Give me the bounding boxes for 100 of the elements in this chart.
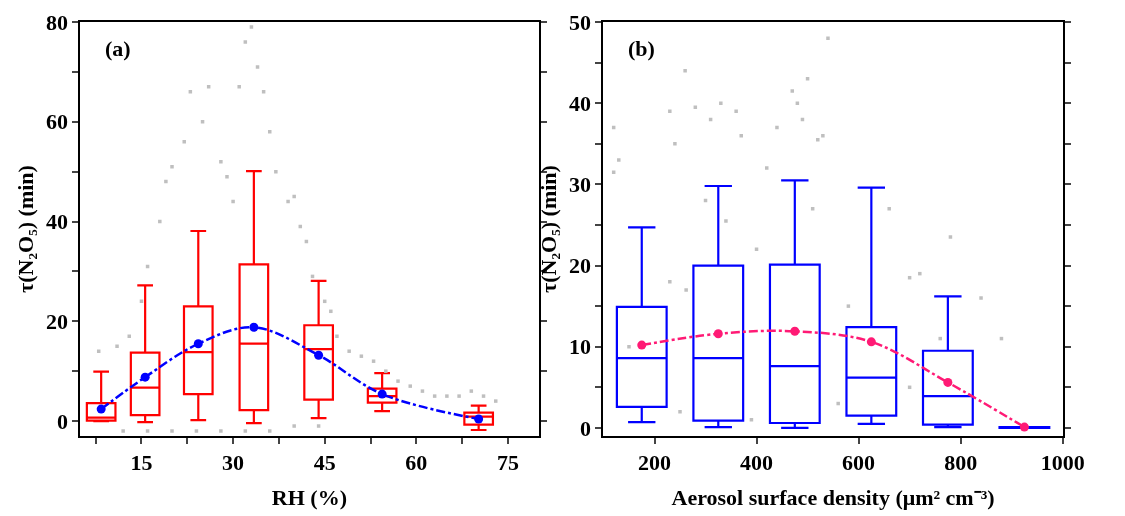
point	[268, 429, 272, 433]
point	[329, 309, 333, 314]
point	[790, 326, 800, 336]
point	[611, 170, 616, 174]
point	[170, 164, 174, 169]
point	[943, 377, 953, 387]
point	[1019, 422, 1029, 432]
point	[292, 194, 296, 199]
point	[292, 424, 296, 428]
y-tick-label: 80	[46, 9, 68, 35]
point	[121, 429, 125, 433]
point	[668, 280, 672, 284]
point	[836, 401, 840, 406]
point	[237, 85, 241, 89]
point	[158, 219, 162, 224]
point	[316, 424, 321, 428]
annotation: (a)	[105, 36, 131, 61]
x-tick-label: 75	[496, 450, 519, 476]
point	[140, 372, 150, 382]
point	[249, 25, 254, 29]
point	[938, 336, 942, 341]
point	[693, 105, 698, 109]
x-tick-label: 1000	[1040, 450, 1085, 476]
x-tick-label: 45	[313, 450, 336, 476]
point	[469, 389, 474, 393]
point	[371, 359, 376, 363]
point	[249, 322, 259, 332]
point	[979, 296, 983, 300]
point	[188, 90, 193, 94]
point	[219, 429, 223, 433]
x-axis-title: RH (%)	[271, 484, 348, 510]
point	[96, 349, 101, 353]
point	[668, 109, 672, 114]
point	[795, 101, 800, 105]
point	[314, 350, 324, 360]
point	[684, 288, 688, 292]
point	[115, 344, 119, 348]
x-tick-label: 800	[944, 450, 978, 476]
point	[219, 159, 223, 164]
y-axis-title: τ(N₂O₅) (min)	[536, 165, 562, 293]
point	[347, 349, 351, 353]
point	[805, 77, 810, 81]
x-tick-label: 30	[222, 450, 245, 476]
x-tick-label: 200	[638, 450, 671, 476]
point	[231, 199, 235, 204]
point	[359, 354, 364, 358]
point	[457, 394, 461, 398]
y-tick-label: 30	[569, 172, 592, 198]
point	[193, 339, 203, 349]
point	[255, 65, 260, 69]
point	[377, 389, 387, 399]
point	[948, 235, 953, 239]
point	[474, 414, 484, 424]
point	[887, 206, 891, 211]
point	[445, 394, 449, 398]
y-tick-label: 0	[580, 415, 592, 441]
point	[481, 394, 486, 398]
point	[170, 429, 174, 433]
point	[627, 344, 631, 349]
point	[724, 219, 728, 223]
point	[617, 158, 621, 162]
x-tick-label: 600	[842, 450, 876, 476]
annotation: (b)	[628, 36, 655, 61]
x-axis-title: Aerosol surface density (μm² cm⁻³)	[671, 484, 995, 510]
point	[243, 40, 248, 44]
point	[396, 379, 400, 383]
x-tick-label: 400	[740, 450, 774, 476]
point	[261, 90, 266, 94]
point	[243, 429, 248, 433]
y-tick-label: 0	[57, 408, 68, 434]
point	[274, 169, 278, 174]
y-tick-label: 20	[569, 253, 592, 279]
point	[286, 199, 290, 204]
x-tick-label: 15	[130, 450, 153, 476]
point	[739, 133, 743, 138]
point	[225, 174, 229, 179]
point	[775, 125, 779, 130]
point	[200, 120, 205, 124]
point	[194, 429, 199, 433]
y-tick-label: 20	[46, 308, 68, 334]
point	[734, 109, 738, 114]
point	[335, 334, 339, 338]
point	[816, 137, 820, 142]
point	[678, 409, 682, 414]
point	[683, 68, 687, 73]
point	[637, 340, 647, 350]
point	[673, 142, 677, 146]
y-tick-label: 40	[569, 90, 592, 116]
point	[749, 418, 754, 422]
point	[846, 304, 851, 308]
point	[494, 399, 498, 403]
point	[866, 337, 876, 347]
y-tick-label: 40	[46, 209, 68, 235]
x-tick-label: 60	[405, 450, 428, 476]
point	[432, 394, 437, 398]
point	[420, 389, 425, 393]
point	[182, 139, 186, 144]
point	[765, 166, 769, 170]
point	[713, 329, 723, 339]
point	[719, 101, 723, 105]
